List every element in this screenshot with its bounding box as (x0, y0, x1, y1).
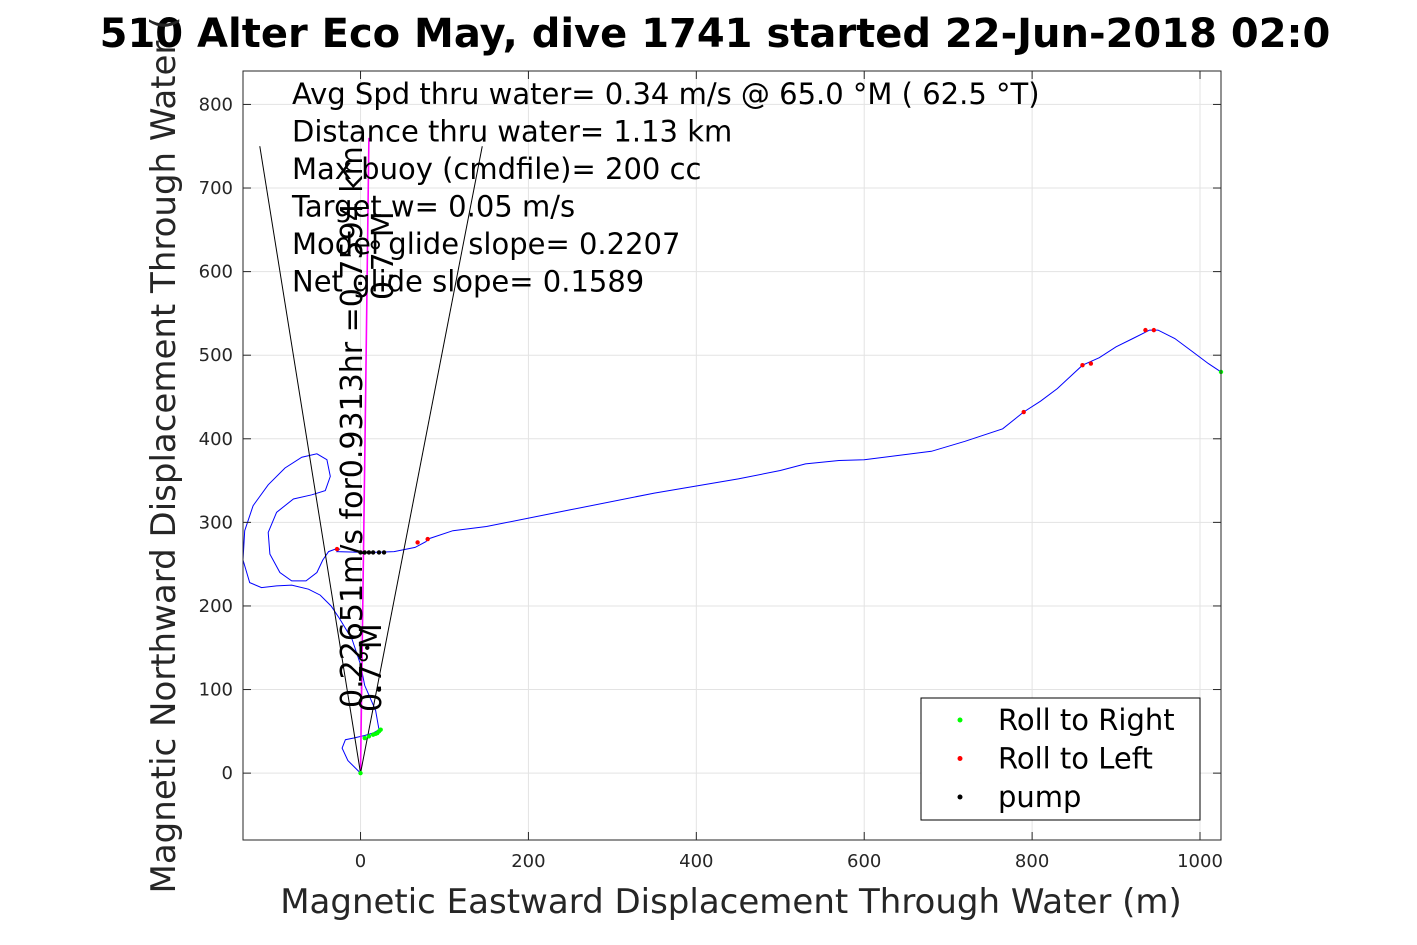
y-tick-label: 800 (199, 94, 233, 115)
roll-left-marker (415, 540, 420, 545)
roll-left-marker (334, 546, 340, 552)
glide-ray-line (360, 146, 483, 774)
annotation-block: Avg Spd thru water= 0.34 m/s @ 65.0 °M (… (291, 77, 1040, 299)
y-tick-label: 700 (199, 178, 233, 199)
legend-marker (957, 717, 963, 723)
pump-marker (370, 550, 376, 555)
annotation-line: Distance thru water= 1.13 km (292, 115, 732, 149)
pump-marker (362, 550, 367, 555)
marker-layer (334, 327, 1224, 776)
pump-marker (365, 645, 370, 650)
y-tick-label: 200 (199, 596, 233, 617)
heading-label: 0.7°M (354, 623, 389, 712)
rotated-labels: 0.22651m/s for0.9313hr =0.7594 km0.7°M 0.… (335, 146, 401, 712)
roll-right-marker (366, 734, 372, 739)
chart-title: 510 Alter Eco May, dive 1741 started 22-… (100, 11, 1331, 57)
legend-marker (957, 794, 963, 800)
roll-left-marker (1151, 327, 1157, 333)
x-tick-label: 800 (1015, 851, 1049, 872)
series-layer (242, 137, 1222, 774)
track-line (242, 329, 1222, 774)
roll-left-marker (1080, 363, 1085, 368)
pump-marker (366, 550, 372, 555)
legend-box (920, 697, 1201, 821)
x-tick-label: 1000 (1177, 851, 1223, 872)
y-tick-label: 500 (199, 345, 233, 366)
y-axis-label: Magnetic Northward Displacement Through … (144, 17, 184, 894)
legend-label: Roll to Right (998, 703, 1175, 737)
y-tick-label: 600 (199, 262, 233, 283)
legend: Roll to Right Roll to Left pump (920, 697, 1201, 821)
legend-marker (957, 756, 963, 761)
annotation-line: Max buoy (cmdfile)= 200 cc (292, 152, 701, 186)
x-tick-label: 600 (847, 851, 881, 872)
x-axis-label: Magnetic Eastward Displacement Through W… (280, 882, 1182, 922)
roll-left-marker (1088, 361, 1094, 366)
speed-vector-label: 0.22651m/s for0.9313hr =0.7594 km (335, 146, 370, 708)
y-tick-label: 0 (222, 763, 233, 784)
roll-left-marker (1021, 409, 1026, 415)
axes-box (242, 70, 1222, 841)
pump-marker (358, 550, 363, 555)
annotation-line: Avg Spd thru water= 0.34 m/s @ 65.0 °M (… (292, 77, 1040, 111)
roll-left-marker (1143, 327, 1148, 333)
pump-marker (376, 550, 382, 555)
x-tick-label: 200 (511, 851, 545, 872)
ticks: 0 200 400 600 800 1000 0 100 200 300 400 500 600 700 8… (199, 71, 1223, 872)
glide-ray-line (259, 146, 362, 774)
annotation-line: Target w= 0.05 m/s (291, 190, 575, 224)
heading-line (359, 137, 370, 774)
y-tick-label: 100 (199, 680, 233, 701)
roll-left-marker (425, 536, 430, 542)
legend-label: pump (998, 780, 1081, 814)
x-tick-label: 400 (679, 851, 713, 872)
pump-marker (376, 687, 382, 692)
annotation-line: Model glide slope= 0.2207 (292, 227, 680, 261)
heading-label: 0.7°M (366, 211, 401, 300)
y-tick-label: 300 (199, 512, 233, 533)
x-tick-label: 0 (355, 851, 366, 872)
roll-right-marker (362, 735, 367, 741)
roll-right-marker (378, 727, 383, 732)
legend-label: Roll to Left (998, 742, 1153, 776)
y-tick-label: 400 (199, 429, 233, 450)
annotation-line: Net glide slope= 0.1589 (292, 265, 644, 299)
grid (243, 71, 1221, 840)
roll-right-marker (358, 770, 363, 776)
pump-marker (381, 550, 387, 555)
